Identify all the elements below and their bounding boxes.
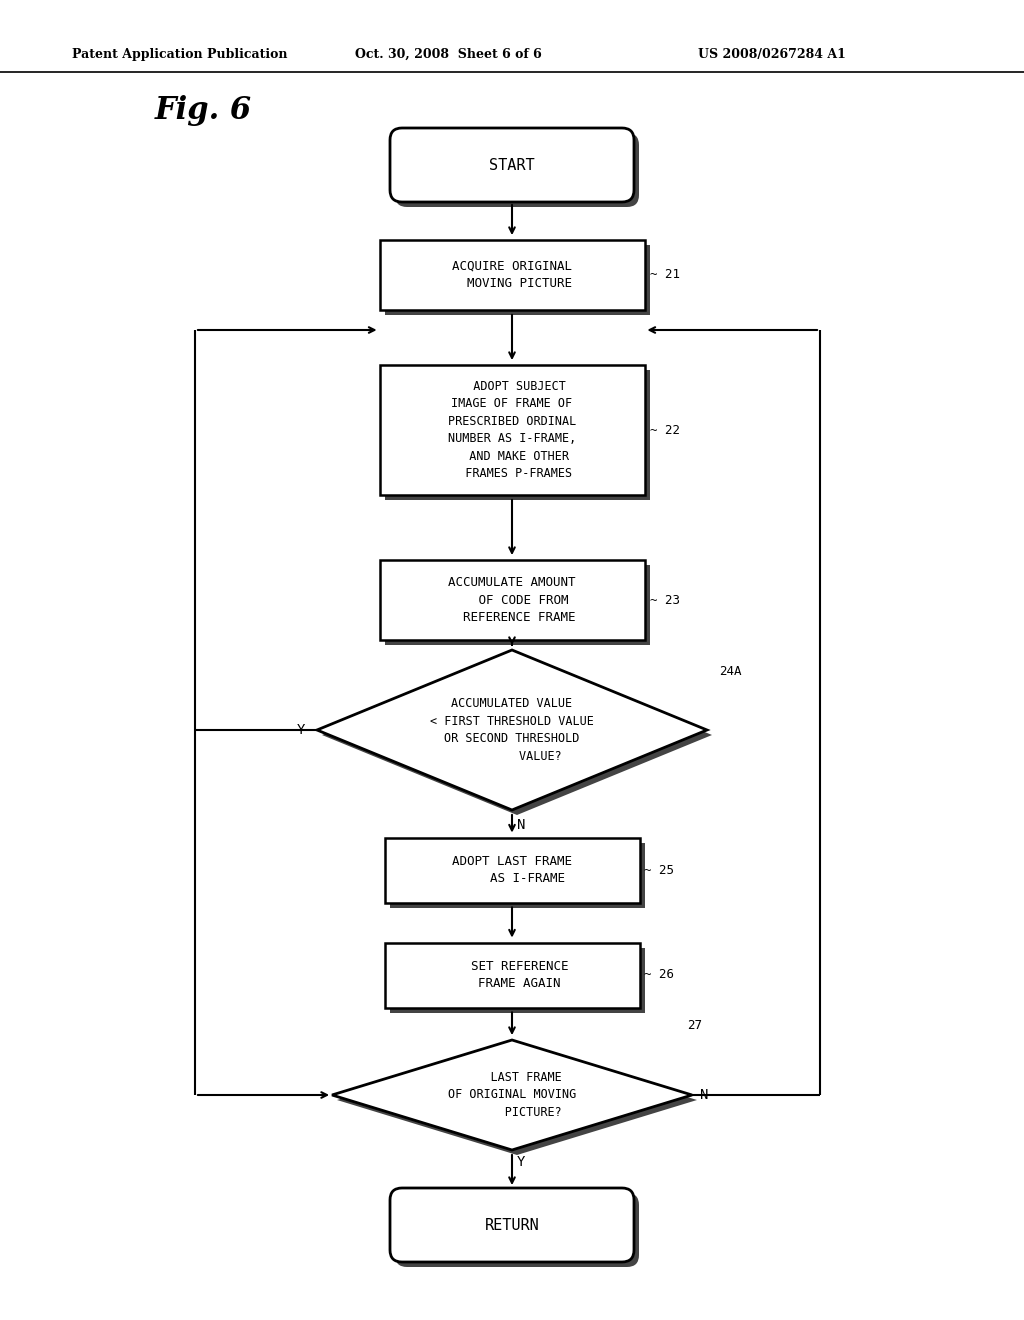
Bar	[380, 560, 644, 640]
Text: ~ 22: ~ 22	[649, 424, 680, 437]
Bar	[384, 565, 649, 645]
FancyBboxPatch shape	[395, 1193, 639, 1267]
Polygon shape	[337, 1045, 697, 1155]
Bar	[384, 837, 640, 903]
Text: 27: 27	[687, 1019, 702, 1032]
Polygon shape	[322, 655, 712, 814]
Text: LAST FRAME
OF ORIGINAL MOVING
      PICTURE?: LAST FRAME OF ORIGINAL MOVING PICTURE?	[447, 1071, 577, 1119]
Text: START: START	[489, 157, 535, 173]
Text: ~ 26: ~ 26	[644, 969, 675, 982]
Bar	[380, 240, 644, 310]
Text: SET REFERENCE
  FRAME AGAIN: SET REFERENCE FRAME AGAIN	[456, 960, 568, 990]
Text: N: N	[700, 1088, 709, 1102]
Text: ACQUIRE ORIGINAL
  MOVING PICTURE: ACQUIRE ORIGINAL MOVING PICTURE	[452, 260, 572, 290]
Text: Oct. 30, 2008  Sheet 6 of 6: Oct. 30, 2008 Sheet 6 of 6	[355, 48, 542, 61]
Text: 24A: 24A	[719, 665, 741, 678]
Text: ADOPT SUBJECT
IMAGE OF FRAME OF
PRESCRIBED ORDINAL
NUMBER AS I-FRAME,
  AND MAKE: ADOPT SUBJECT IMAGE OF FRAME OF PRESCRIB…	[447, 380, 577, 480]
Bar	[384, 246, 649, 315]
Text: ACCUMULATE AMOUNT
   OF CODE FROM
  REFERENCE FRAME: ACCUMULATE AMOUNT OF CODE FROM REFERENCE…	[449, 576, 575, 624]
Text: ~ 25: ~ 25	[644, 863, 675, 876]
Bar	[384, 942, 640, 1007]
Bar	[380, 366, 644, 495]
Polygon shape	[332, 1040, 692, 1150]
Bar	[389, 948, 644, 1012]
Text: ACCUMULATED VALUE
< FIRST THRESHOLD VALUE
OR SECOND THRESHOLD
        VALUE?: ACCUMULATED VALUE < FIRST THRESHOLD VALU…	[430, 697, 594, 763]
Text: RETURN: RETURN	[484, 1217, 540, 1233]
Text: N: N	[517, 818, 525, 832]
Text: ~ 23: ~ 23	[649, 594, 680, 606]
Text: Patent Application Publication: Patent Application Publication	[72, 48, 288, 61]
Bar	[389, 842, 644, 908]
FancyBboxPatch shape	[390, 1188, 634, 1262]
FancyBboxPatch shape	[395, 133, 639, 207]
Text: Y: Y	[517, 1155, 525, 1170]
Text: Y: Y	[297, 723, 305, 737]
Text: US 2008/0267284 A1: US 2008/0267284 A1	[698, 48, 846, 61]
FancyBboxPatch shape	[390, 128, 634, 202]
Polygon shape	[317, 649, 707, 810]
Text: ~ 21: ~ 21	[649, 268, 680, 281]
Text: ADOPT LAST FRAME
    AS I-FRAME: ADOPT LAST FRAME AS I-FRAME	[452, 855, 572, 886]
Bar	[384, 370, 649, 500]
Text: Fig. 6: Fig. 6	[155, 95, 252, 125]
